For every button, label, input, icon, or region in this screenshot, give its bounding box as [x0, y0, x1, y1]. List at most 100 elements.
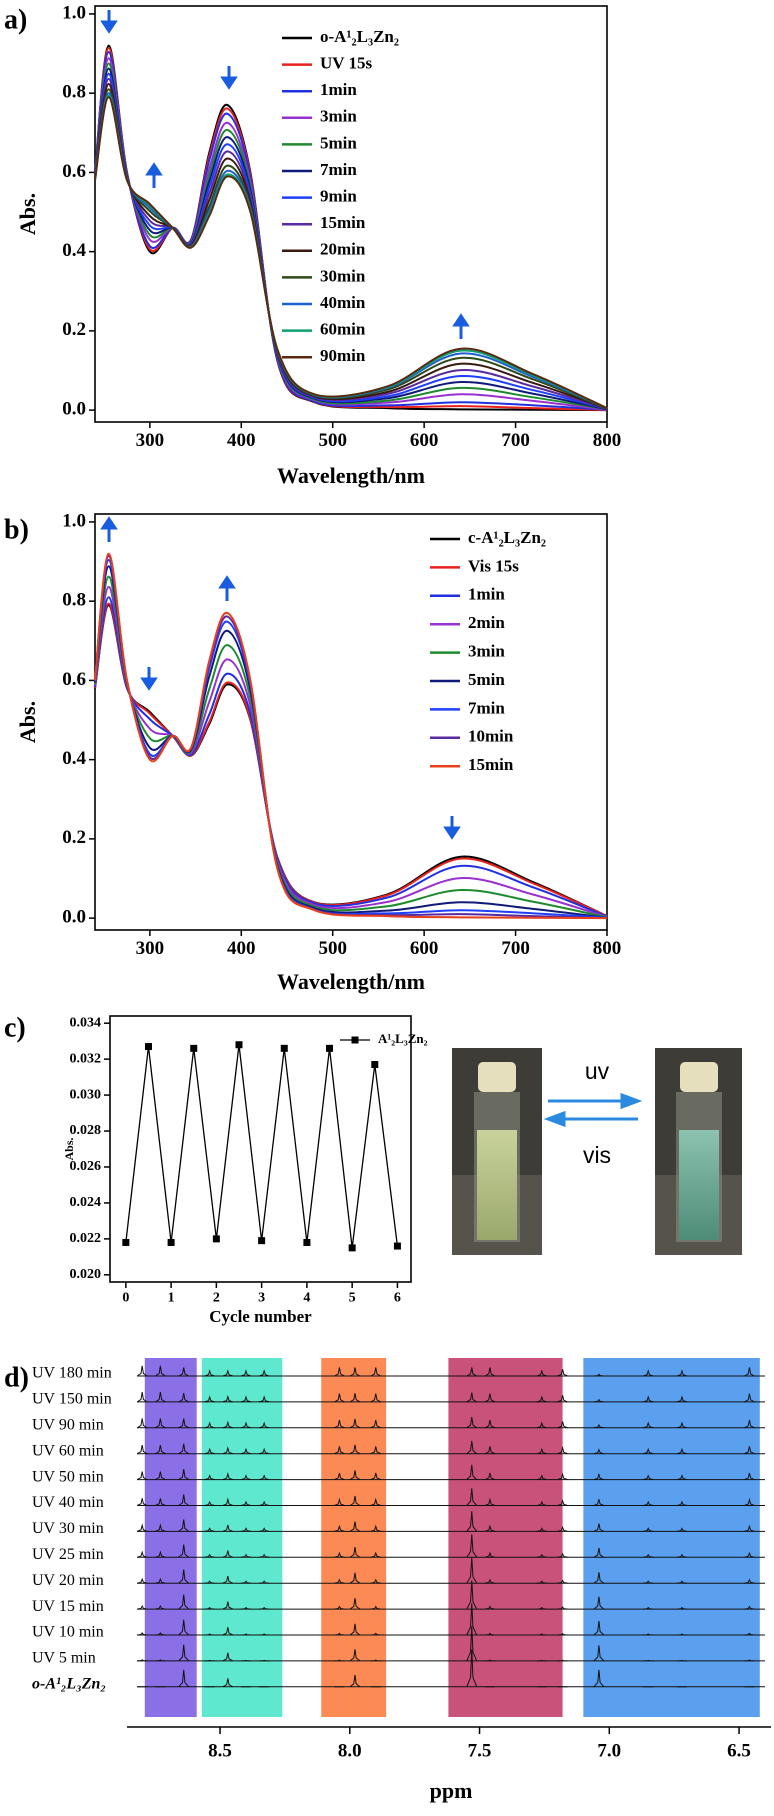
peak — [536, 1395, 547, 1403]
peak — [557, 1395, 568, 1403]
arrow — [452, 313, 470, 339]
peak — [643, 1421, 654, 1429]
y-tick-label: 0.2 — [62, 319, 86, 340]
x-tick-label: 600 — [410, 430, 439, 451]
peak — [557, 1499, 568, 1506]
peak — [155, 1604, 166, 1610]
trace-label: UV 25 min — [32, 1546, 104, 1563]
series-line — [94, 575, 608, 919]
x-tick-label: 300 — [136, 430, 165, 451]
y-tick-label: 1.0 — [62, 510, 86, 531]
peak — [370, 1605, 381, 1610]
peak — [557, 1659, 568, 1662]
peak — [466, 1511, 478, 1532]
legend-label: 1min — [320, 80, 357, 99]
peak — [643, 1659, 654, 1662]
peak — [240, 1606, 252, 1610]
photo-label: uv — [585, 1058, 610, 1084]
peak — [466, 1557, 478, 1584]
band — [201, 1358, 283, 1717]
plot: 8.5 8.0 7.5 7.0 6.5 ppm UV 180 min UV 150 min UV… — [32, 1358, 771, 1803]
trend-arrows — [100, 10, 470, 840]
x-tick-label: 7.5 — [468, 1740, 492, 1761]
peak — [349, 1649, 361, 1662]
peak — [370, 1497, 381, 1506]
peak — [178, 1494, 190, 1506]
peak — [466, 1440, 478, 1455]
peak — [204, 1659, 215, 1662]
peak — [155, 1550, 166, 1558]
legend-label: 3min — [468, 642, 505, 661]
peak — [536, 1474, 547, 1481]
x-tick-label: 400 — [227, 938, 256, 959]
peak — [744, 1393, 755, 1403]
x-tick-label: 700 — [501, 938, 530, 959]
peak — [259, 1421, 270, 1429]
peak — [484, 1472, 496, 1481]
peak — [349, 1495, 361, 1506]
y-tick-label: 0.032 — [70, 1051, 102, 1066]
peak — [484, 1393, 496, 1403]
peak — [178, 1594, 190, 1610]
peak — [334, 1524, 345, 1532]
peak — [536, 1447, 547, 1455]
trace-label: UV 90 min — [32, 1416, 104, 1433]
legend-label: 40min — [320, 293, 366, 312]
y-tick-label: 0.8 — [62, 82, 86, 103]
legend-label: Vis 15s — [468, 556, 519, 575]
peak — [178, 1569, 190, 1584]
y-tick-label: 0.4 — [62, 240, 86, 261]
peak — [204, 1553, 215, 1558]
trace-label: UV 180 min — [32, 1365, 112, 1382]
peak — [643, 1553, 654, 1558]
peak — [466, 1580, 478, 1610]
peak — [466, 1464, 478, 1480]
peak — [643, 1395, 654, 1403]
series-line — [94, 552, 608, 920]
peak — [466, 1392, 478, 1403]
x-axis-label: ppm — [430, 1778, 473, 1803]
peak — [349, 1393, 361, 1403]
peak — [349, 1444, 361, 1455]
peak — [178, 1669, 190, 1688]
y-tick-label: 0.034 — [70, 1015, 102, 1030]
switch-arrows — [543, 1092, 643, 1128]
peak — [643, 1447, 654, 1455]
peak — [744, 1367, 755, 1377]
peak — [593, 1398, 604, 1403]
panel-label: d) — [4, 1362, 29, 1393]
peak — [155, 1659, 166, 1662]
peak — [204, 1633, 215, 1636]
legend-label: 15min — [468, 755, 514, 774]
x-axis-label: Wavelength/nm — [277, 463, 425, 488]
x-tick-label: 800 — [593, 938, 622, 959]
x-tick-label: 700 — [501, 430, 530, 451]
band — [583, 1358, 760, 1717]
peak — [334, 1659, 345, 1662]
y-tick-label: 0.024 — [70, 1195, 102, 1210]
peak — [466, 1626, 478, 1662]
peak — [178, 1418, 189, 1429]
peak — [204, 1369, 215, 1377]
x-tick-label: 8.5 — [208, 1740, 232, 1761]
arrow — [443, 816, 461, 840]
peak — [593, 1596, 605, 1610]
peak — [222, 1394, 233, 1403]
peak — [676, 1369, 688, 1377]
legend-label: 5min — [320, 133, 357, 152]
peak — [222, 1369, 233, 1377]
peak — [676, 1421, 688, 1429]
y-axis-label: Abs. — [15, 193, 40, 235]
peak — [557, 1369, 568, 1377]
peak — [155, 1577, 166, 1584]
marker — [393, 1242, 401, 1250]
peak — [259, 1500, 270, 1506]
peak — [536, 1527, 547, 1532]
peak — [240, 1395, 252, 1403]
peak — [155, 1632, 166, 1636]
peak — [155, 1444, 166, 1455]
trace-label: UV 15 min — [32, 1598, 104, 1615]
peak — [178, 1619, 190, 1636]
peak — [536, 1553, 547, 1558]
series-line — [94, 565, 608, 919]
